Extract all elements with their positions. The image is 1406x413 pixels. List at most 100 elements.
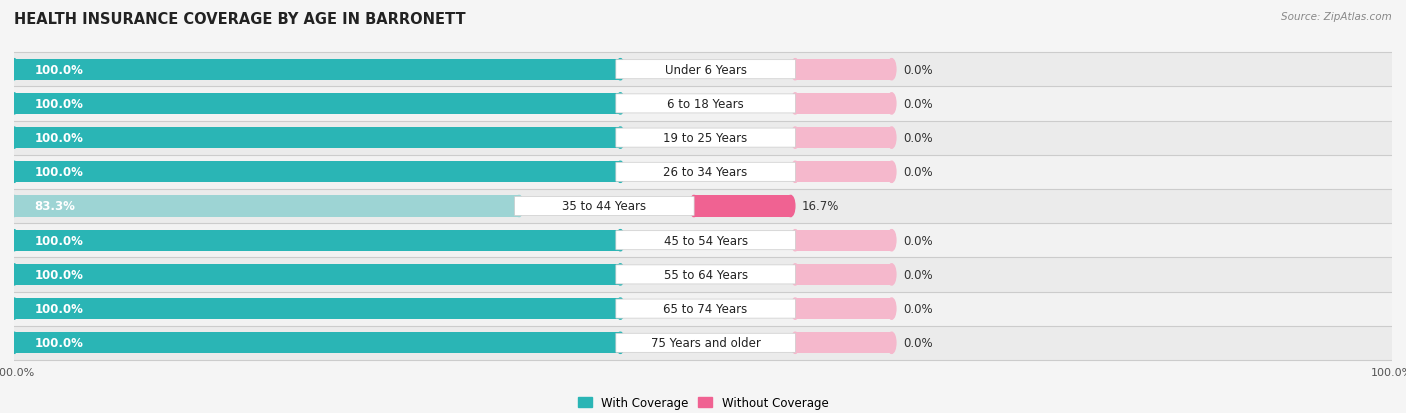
Text: 0.0%: 0.0% <box>903 234 932 247</box>
Text: 0.0%: 0.0% <box>903 302 932 316</box>
Circle shape <box>616 298 624 319</box>
Circle shape <box>616 264 624 285</box>
Bar <box>14 190 1392 223</box>
Bar <box>14 59 620 81</box>
Circle shape <box>616 94 624 115</box>
Circle shape <box>10 264 18 285</box>
Circle shape <box>616 59 624 81</box>
Text: 0.0%: 0.0% <box>903 132 932 145</box>
Bar <box>14 230 620 251</box>
Circle shape <box>792 94 800 115</box>
FancyBboxPatch shape <box>616 129 796 148</box>
Circle shape <box>887 59 896 81</box>
Text: 55 to 64 Years: 55 to 64 Years <box>664 268 748 281</box>
Bar <box>14 155 1392 190</box>
Text: 75 Years and older: 75 Years and older <box>651 337 761 349</box>
Circle shape <box>616 128 624 149</box>
Circle shape <box>10 94 18 115</box>
Text: 35 to 44 Years: 35 to 44 Years <box>562 200 647 213</box>
Text: 26 to 34 Years: 26 to 34 Years <box>664 166 748 179</box>
Bar <box>796 128 891 149</box>
Bar <box>14 292 1392 326</box>
Circle shape <box>515 196 523 217</box>
Circle shape <box>786 196 794 217</box>
FancyBboxPatch shape <box>616 231 796 250</box>
Bar <box>14 94 620 115</box>
FancyBboxPatch shape <box>616 95 796 114</box>
Circle shape <box>887 162 896 183</box>
Text: 100.0%: 100.0% <box>35 302 83 316</box>
Circle shape <box>10 128 18 149</box>
Text: 83.3%: 83.3% <box>35 200 76 213</box>
Text: 100.0%: 100.0% <box>35 132 83 145</box>
Circle shape <box>887 94 896 115</box>
Bar <box>14 196 519 217</box>
Bar <box>796 59 891 81</box>
Text: 6 to 18 Years: 6 to 18 Years <box>668 97 744 111</box>
Bar <box>14 298 620 319</box>
Circle shape <box>792 162 800 183</box>
Circle shape <box>887 298 896 319</box>
Circle shape <box>792 230 800 251</box>
Circle shape <box>690 196 699 217</box>
Bar <box>695 196 790 217</box>
Circle shape <box>10 332 18 354</box>
Circle shape <box>887 264 896 285</box>
Text: 100.0%: 100.0% <box>35 234 83 247</box>
Circle shape <box>792 59 800 81</box>
Text: 100.0%: 100.0% <box>35 268 83 281</box>
Bar <box>14 326 1392 360</box>
Text: 16.7%: 16.7% <box>801 200 839 213</box>
Circle shape <box>10 59 18 81</box>
Circle shape <box>10 230 18 251</box>
Circle shape <box>616 332 624 354</box>
Circle shape <box>10 162 18 183</box>
Text: 100.0%: 100.0% <box>35 97 83 111</box>
Bar <box>14 162 620 183</box>
FancyBboxPatch shape <box>616 61 796 80</box>
Bar <box>14 121 1392 155</box>
Bar <box>796 94 891 115</box>
Circle shape <box>792 332 800 354</box>
Text: 0.0%: 0.0% <box>903 166 932 179</box>
Text: 45 to 54 Years: 45 to 54 Years <box>664 234 748 247</box>
Circle shape <box>792 298 800 319</box>
FancyBboxPatch shape <box>616 333 796 352</box>
Circle shape <box>887 332 896 354</box>
Text: Source: ZipAtlas.com: Source: ZipAtlas.com <box>1281 12 1392 22</box>
Bar <box>14 87 1392 121</box>
FancyBboxPatch shape <box>616 299 796 318</box>
Circle shape <box>616 162 624 183</box>
Text: 0.0%: 0.0% <box>903 337 932 349</box>
Text: Under 6 Years: Under 6 Years <box>665 64 747 76</box>
Bar <box>796 162 891 183</box>
Text: 65 to 74 Years: 65 to 74 Years <box>664 302 748 316</box>
FancyBboxPatch shape <box>515 197 695 216</box>
Circle shape <box>616 230 624 251</box>
FancyBboxPatch shape <box>616 163 796 182</box>
Circle shape <box>10 298 18 319</box>
Bar <box>796 230 891 251</box>
Text: 0.0%: 0.0% <box>903 64 932 76</box>
Bar <box>14 332 620 354</box>
Text: 0.0%: 0.0% <box>903 268 932 281</box>
Circle shape <box>10 196 18 217</box>
Text: 100.0%: 100.0% <box>35 64 83 76</box>
Bar <box>14 223 1392 258</box>
Bar <box>14 264 620 285</box>
Bar <box>796 264 891 285</box>
Text: HEALTH INSURANCE COVERAGE BY AGE IN BARRONETT: HEALTH INSURANCE COVERAGE BY AGE IN BARR… <box>14 12 465 27</box>
Bar <box>14 258 1392 292</box>
Text: 0.0%: 0.0% <box>903 97 932 111</box>
Bar <box>14 53 1392 87</box>
Circle shape <box>792 128 800 149</box>
Bar <box>796 298 891 319</box>
Text: 19 to 25 Years: 19 to 25 Years <box>664 132 748 145</box>
Circle shape <box>887 128 896 149</box>
Bar <box>796 332 891 354</box>
Circle shape <box>792 264 800 285</box>
Circle shape <box>887 230 896 251</box>
Bar <box>14 128 620 149</box>
Text: 100.0%: 100.0% <box>35 166 83 179</box>
Legend: With Coverage, Without Coverage: With Coverage, Without Coverage <box>572 392 834 413</box>
